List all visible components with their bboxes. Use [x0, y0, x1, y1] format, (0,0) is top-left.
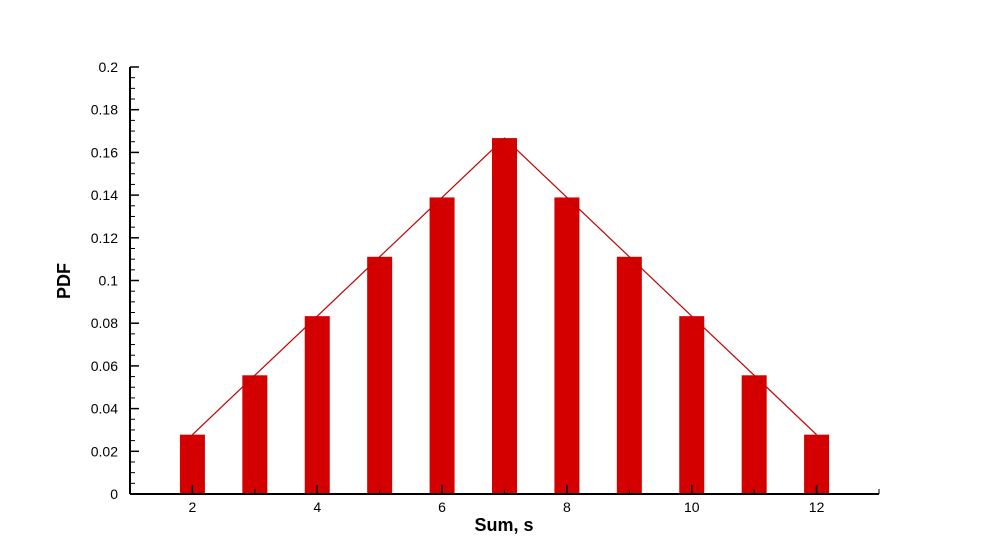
bar-sum-5 [367, 256, 393, 494]
y-tick-label: 0.12 [91, 230, 118, 246]
bar-sum-6 [429, 197, 455, 495]
bar-sum-2 [179, 434, 205, 494]
bar-sum-4 [304, 316, 330, 494]
y-tick-label: 0.04 [91, 401, 118, 417]
bar-sum-9 [616, 256, 642, 494]
y-tick-label: 0.06 [91, 358, 118, 374]
x-tick-label: 2 [189, 499, 197, 515]
y-tick-label: 0.2 [99, 59, 119, 75]
x-axis-title: Sum, s [474, 515, 533, 535]
x-tick-label: 10 [684, 499, 700, 515]
y-tick-label: 0.1 [99, 273, 119, 289]
x-tick-label: 6 [438, 499, 446, 515]
y-axis-ticks: 0 0.02 0.04 0.06 0.08 0.1 0.12 0.14 0.16 0.18 0.2 [91, 59, 139, 502]
y-tick-label: 0.02 [91, 443, 118, 459]
x-tick-label: 8 [563, 499, 571, 515]
bar-sum-12 [804, 434, 830, 494]
bar-sum-7 [492, 138, 517, 494]
y-axis-title: PDF [54, 263, 74, 299]
y-tick-label: 0.14 [91, 187, 118, 203]
y-tick-label: 0.16 [91, 144, 118, 160]
y-tick-label: 0.08 [91, 315, 118, 331]
bar-sum-8 [554, 197, 580, 495]
y-tick-label: 0.18 [91, 102, 118, 118]
y-tick-label: 0 [110, 486, 118, 502]
bar-series [179, 138, 830, 495]
bar-sum-10 [679, 316, 705, 494]
pdf-line [192, 137, 817, 436]
x-tick-label: 4 [313, 499, 321, 515]
x-tick-label: 12 [809, 499, 825, 515]
bar-sum-3 [242, 375, 268, 494]
bar-sum-11 [741, 375, 767, 494]
x-axis-ticks: 2 4 6 8 10 12 [129, 485, 880, 515]
